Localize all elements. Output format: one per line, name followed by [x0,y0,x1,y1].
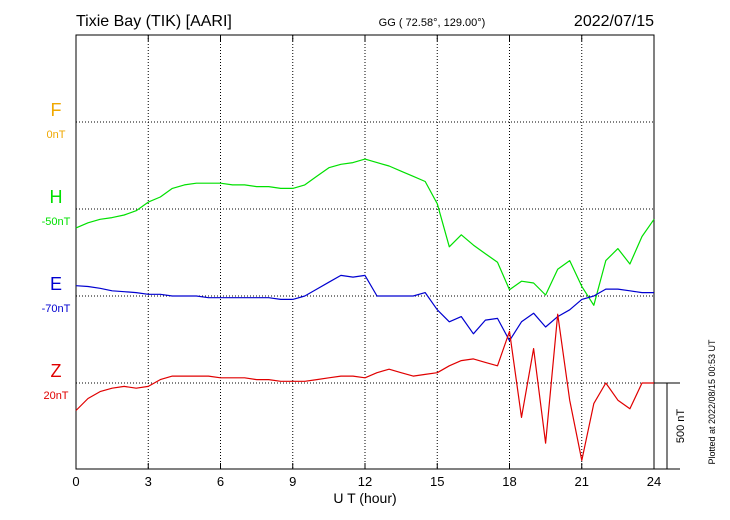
series-baseline-label: -70nT [42,303,71,315]
grid-lines [76,35,654,469]
x-tick-label: 12 [358,474,372,489]
x-tick-label: 9 [289,474,296,489]
series-name-label: Z [51,361,62,381]
series-baseline-label: 0nT [47,129,66,141]
x-tick-label: 15 [430,474,444,489]
series-line-h [75,158,655,306]
plotted-at-label: Plotted at 2022/08/15 00:53 UT [707,339,717,465]
x-axis-label: U T (hour) [333,490,396,506]
series-baseline-label: -50nT [42,216,71,228]
x-axis-ticks: 0 3 6 9 12 15 18 21 24 [72,35,661,489]
x-tick-label: 24 [647,474,661,489]
x-tick-label: 6 [217,474,224,489]
x-tick-label: 0 [72,474,79,489]
series-name-label: H [50,187,63,207]
x-tick-label: 3 [145,474,152,489]
series-baseline-label: 20nT [43,390,68,402]
coordinates-label: GG ( 72.58°, 129.00°) [379,17,486,29]
station-title: Tixie Bay (TIK) [AARI] [76,13,232,30]
series-group [75,158,655,461]
scale-bar-label: 500 nT [675,409,687,444]
x-tick-label: 21 [575,474,589,489]
scale-bar: 500 nT [654,382,687,470]
series-labels: F 0nT H -50nT E -70nT Z 20nT [42,100,71,402]
x-tick-label: 18 [502,474,516,489]
series-name-label: F [51,100,62,120]
series-name-label: E [50,274,62,294]
date-label: 2022/07/15 [574,13,654,30]
series-line-z [75,313,654,461]
